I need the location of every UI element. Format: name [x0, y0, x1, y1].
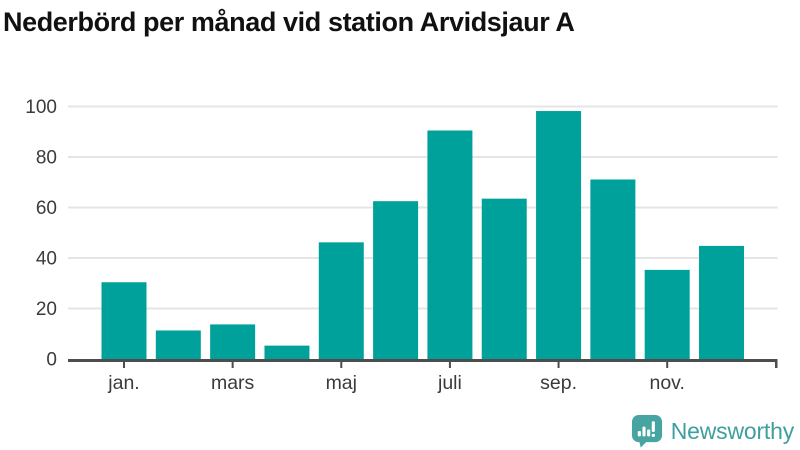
y-axis-label-60: 60	[36, 198, 57, 219]
x-axis-endcap	[775, 359, 778, 368]
logo-bubble-tail	[638, 439, 648, 448]
x-axis-label-nov: nov.	[649, 372, 684, 394]
gridline-y-100	[68, 105, 778, 108]
bar-jan	[101, 282, 147, 359]
logo-exclamation-dot	[651, 433, 655, 437]
newsworthy-logo[interactable]: Newsworthy	[631, 414, 794, 448]
newsworthy-bar-chart-bubble-icon	[631, 414, 662, 448]
logo-bar-3	[646, 429, 650, 437]
bar-okt	[590, 179, 636, 359]
x-axis-label-mars: mars	[211, 372, 255, 394]
gridline-y-40	[68, 257, 778, 259]
logo-bar-2	[642, 426, 646, 437]
x-tick-mars	[231, 362, 234, 368]
x-axis-label-sep: sep.	[540, 372, 577, 394]
bar-maj	[318, 242, 364, 359]
bar-apr	[264, 345, 310, 359]
x-axis-label-maj: maj	[326, 372, 357, 394]
bar-aug	[481, 198, 527, 359]
bar-mars	[210, 324, 256, 359]
x-axis-label-jan: jan.	[107, 372, 139, 394]
y-axis-label-0: 0	[46, 350, 57, 371]
y-axis-label-100: 100	[25, 97, 57, 118]
x-tick-maj	[340, 362, 343, 368]
logo-bar-1	[637, 431, 641, 437]
x-tick-nov	[666, 362, 669, 368]
logo-exclamation-bar	[651, 421, 655, 432]
bar-nov	[644, 269, 690, 359]
logo-bubble-shape	[631, 414, 662, 443]
gridline-y-20	[68, 307, 778, 310]
bar-sep	[536, 111, 582, 359]
bar-juli	[427, 130, 473, 359]
y-axis-label-20: 20	[36, 299, 57, 320]
newsworthy-logo-text: Newsworthy	[670, 417, 794, 444]
bar-feb	[155, 330, 201, 359]
bar-dec	[699, 245, 745, 359]
y-axis-label-80: 80	[36, 148, 57, 169]
x-axis-label-juli: juli	[437, 372, 462, 394]
y-axis-label-40: 40	[36, 249, 57, 270]
x-axis-line	[68, 359, 778, 362]
chart-title: Nederbörd per månad vid station Arvidsja…	[3, 7, 575, 37]
gridline-y-60	[68, 206, 778, 209]
x-tick-juli	[448, 362, 451, 368]
bar-juni	[373, 201, 419, 359]
x-tick-sep	[557, 362, 560, 368]
x-tick-jan	[123, 362, 125, 368]
gridline-y-80	[68, 156, 778, 158]
